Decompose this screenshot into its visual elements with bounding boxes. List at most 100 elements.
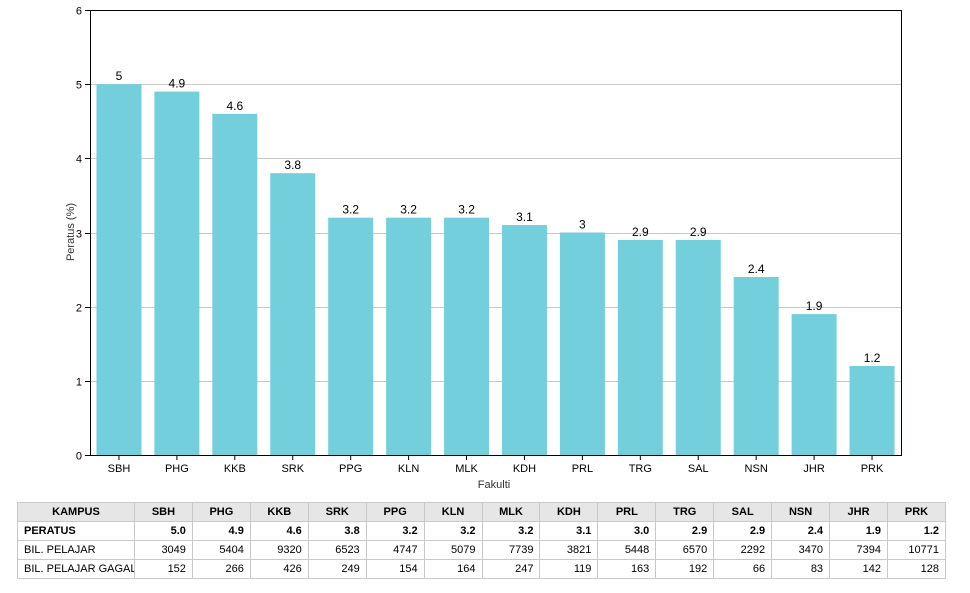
table-cell: 5448 bbox=[597, 540, 657, 560]
table-cell: 3.2 bbox=[365, 521, 425, 541]
x-tick-label: SAL bbox=[688, 463, 709, 475]
bar-srk bbox=[270, 173, 316, 455]
table-cell: 2.9 bbox=[655, 521, 715, 541]
table-cell: 4.6 bbox=[249, 521, 309, 541]
bar-value-label: 3.8 bbox=[284, 158, 301, 172]
table-row: BIL. PELAJAR 3049 5404 9320 6523 4747 5079 7739… bbox=[17, 540, 947, 560]
bar-kkb bbox=[212, 113, 258, 455]
table-cell: 1.9 bbox=[829, 521, 888, 541]
table-cell: 192 bbox=[655, 559, 715, 579]
y-axis-ticks: 0 1 2 3 4 5 6 bbox=[76, 6, 90, 463]
bar-prk bbox=[849, 366, 895, 455]
table-cell: 3.1 bbox=[539, 521, 599, 541]
bar-jhr bbox=[791, 314, 837, 455]
table-cell: 5404 bbox=[191, 540, 251, 560]
x-tick-label: SBH bbox=[108, 463, 131, 475]
table-column-header: SBH bbox=[134, 502, 193, 522]
table-cell: 164 bbox=[423, 559, 483, 579]
bar-sal bbox=[675, 239, 721, 455]
x-tick-label: JHR bbox=[803, 463, 824, 475]
table-cell: 249 bbox=[307, 559, 367, 579]
bar-value-label: 3 bbox=[579, 218, 586, 232]
table-cell: 3.8 bbox=[307, 521, 367, 541]
table-column-header: PRK bbox=[886, 502, 947, 522]
table-column-header: PHG bbox=[191, 502, 251, 522]
table-cell: 1.2 bbox=[886, 521, 947, 541]
table-column-header: KDH bbox=[539, 502, 599, 522]
table-row: BIL. PELAJAR GAGAL 152 266 426 249 154 164 247 1… bbox=[17, 559, 947, 579]
x-axis-title: Fakulti bbox=[478, 479, 510, 491]
y-tick-label: 2 bbox=[76, 303, 82, 315]
table-cell: 2.9 bbox=[713, 521, 773, 541]
x-tick-label: PRK bbox=[861, 463, 884, 475]
table-cell: 119 bbox=[539, 559, 599, 579]
table-cell: 266 bbox=[191, 559, 251, 579]
table-cell: 5079 bbox=[423, 540, 483, 560]
bar-value-label: 3.2 bbox=[400, 203, 417, 217]
bar-prl bbox=[559, 232, 605, 455]
bar-mlk bbox=[444, 217, 490, 455]
x-axis-ticks: SBH PHG KKB SRK PPG KLN MLK KDH PRL TRG SAL NSN JHR P… bbox=[108, 455, 884, 475]
table-column-header: MLK bbox=[481, 502, 541, 522]
bars bbox=[96, 84, 895, 456]
y-tick-label: 5 bbox=[76, 80, 82, 92]
table-column-header: KLN bbox=[423, 502, 483, 522]
x-tick-label: SRK bbox=[281, 463, 304, 475]
bar-value-label: 1.2 bbox=[864, 351, 881, 365]
table-cell: 163 bbox=[597, 559, 657, 579]
bar-value-label: 5 bbox=[116, 69, 123, 83]
table-column-header: TRG bbox=[655, 502, 715, 522]
table-header-row: KAMPUS SBH PHG KKB SRK PPG KLN MLK KDH PRL TRG SAL… bbox=[17, 502, 947, 522]
table-row: PERATUS 5.0 4.9 4.6 3.8 3.2 3.2 3.2 3.1 3.0 2.9 2.9… bbox=[17, 521, 947, 541]
table-column-header: KKB bbox=[249, 502, 309, 522]
bar-value-label: 4.6 bbox=[226, 99, 243, 113]
table-cell: 3.0 bbox=[597, 521, 657, 541]
table-cell: 152 bbox=[134, 559, 193, 579]
bar-chart: 0 1 2 3 4 5 6 5 4.9 4.6 3.8 3.2 3.2 3.2 3.1 3 2.9 2.9 2.4… bbox=[65, 6, 902, 491]
table-header-kampus: KAMPUS bbox=[17, 502, 135, 522]
table-cell: 154 bbox=[365, 559, 425, 579]
table-cell: 426 bbox=[249, 559, 309, 579]
bar-value-label: 3.2 bbox=[458, 203, 475, 217]
x-tick-label: KLN bbox=[398, 463, 419, 475]
table-cell: 6570 bbox=[655, 540, 715, 560]
table-row-label: BIL. PELAJAR GAGAL bbox=[17, 559, 135, 579]
table-cell: 142 bbox=[829, 559, 888, 579]
x-tick-label: KDH bbox=[513, 463, 536, 475]
table-column-header: JHR bbox=[829, 502, 888, 522]
table-column-header: NSN bbox=[771, 502, 831, 522]
table-cell: 247 bbox=[481, 559, 541, 579]
table-cell: 66 bbox=[713, 559, 773, 579]
table-cell: 7394 bbox=[829, 540, 888, 560]
bar-value-label: 2.9 bbox=[632, 225, 649, 239]
x-tick-label: MLK bbox=[455, 463, 478, 475]
bar-value-label: 2.9 bbox=[690, 225, 707, 239]
table-cell: 9320 bbox=[249, 540, 309, 560]
bar-value-label: 2.4 bbox=[748, 262, 765, 276]
table-cell: 2.4 bbox=[771, 521, 831, 541]
table-column-header: SRK bbox=[307, 502, 367, 522]
y-tick-label: 6 bbox=[76, 6, 82, 18]
table-cell: 3470 bbox=[771, 540, 831, 560]
bar-nsn bbox=[733, 277, 779, 455]
table-cell: 3.2 bbox=[423, 521, 483, 541]
table-cell: 3.2 bbox=[481, 521, 541, 541]
data-table: KAMPUS SBH PHG KKB SRK PPG KLN MLK KDH PRL TRG SAL… bbox=[17, 502, 947, 579]
grid-lines bbox=[90, 84, 901, 382]
bar-ppg bbox=[328, 217, 374, 455]
table-column-header: PPG bbox=[365, 502, 425, 522]
bar-kdh bbox=[501, 225, 547, 455]
table-cell: 83 bbox=[771, 559, 831, 579]
table-cell: 4.9 bbox=[191, 521, 251, 541]
table-cell: 5.0 bbox=[134, 521, 193, 541]
x-tick-label: PHG bbox=[165, 463, 189, 475]
x-tick-label: PRL bbox=[572, 463, 593, 475]
y-tick-label: 4 bbox=[76, 154, 82, 166]
bar-value-labels: 5 4.9 4.6 3.8 3.2 3.2 3.2 3.1 3 2.9 2.9 2.4 1.9 1.2 bbox=[116, 69, 881, 365]
plot-area-frame bbox=[90, 10, 902, 456]
table-row-label: BIL. PELAJAR bbox=[17, 540, 135, 560]
bar-value-label: 3.2 bbox=[342, 203, 359, 217]
bar-sbh bbox=[96, 84, 142, 456]
y-tick-label: 3 bbox=[76, 229, 82, 241]
y-tick-label: 0 bbox=[76, 451, 82, 463]
